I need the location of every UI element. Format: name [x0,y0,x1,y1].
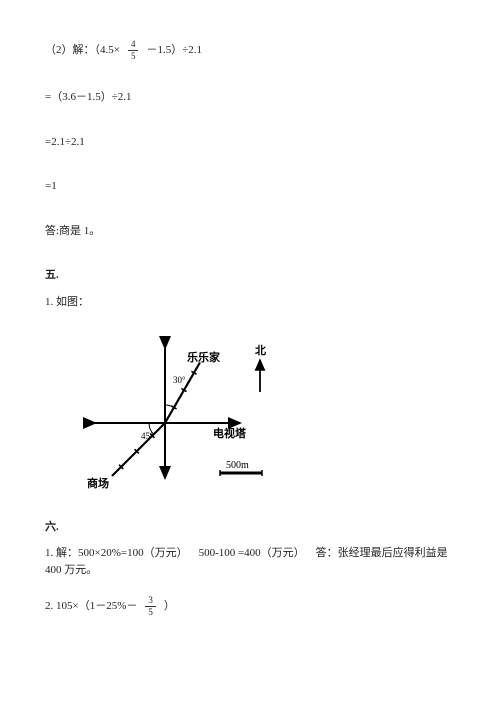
solution-step-4: =1 [45,178,455,195]
diagram-svg: 乐乐家 30° 电视塔 45° 商场 北 500m [75,328,295,493]
svg-text:500m: 500m [226,460,249,471]
section-5-heading: 五. [45,267,455,284]
solution-answer: 答:商是 1。 [45,223,455,240]
direction-diagram: 乐乐家 30° 电视塔 45° 商场 北 500m [75,328,455,499]
text: －1.5）÷2.1 [146,42,202,59]
svg-text:30°: 30° [173,375,186,385]
section-5-sub1: 1. 如图： [45,294,455,311]
svg-text:北: 北 [255,343,266,357]
svg-text:电视塔: 电视塔 [213,426,247,440]
fraction-4-5: 4 5 [128,40,139,61]
solution-step-3: =2.1÷2.1 [45,134,455,151]
text: （2）解：（4.5× [45,42,120,59]
svg-text:商场: 商场 [87,476,109,490]
solution-step-1: （2）解：（4.5× 4 5 －1.5）÷2.1 [45,40,455,61]
fraction-3-5: 3 5 [145,596,156,617]
section-6-heading: 六. [45,519,455,536]
svg-text:乐乐家: 乐乐家 [187,350,221,364]
svg-text:45°: 45° [141,431,154,441]
solution-step-2: =（3.6－1.5）÷2.1 [45,89,455,106]
section-6-line2: 2. 105×（1－25%－ 3 5 ） [45,596,455,617]
section-6-line1: 1. 解：500×20%=100（万元） 500-100 =400（万元） 答：… [45,545,455,578]
